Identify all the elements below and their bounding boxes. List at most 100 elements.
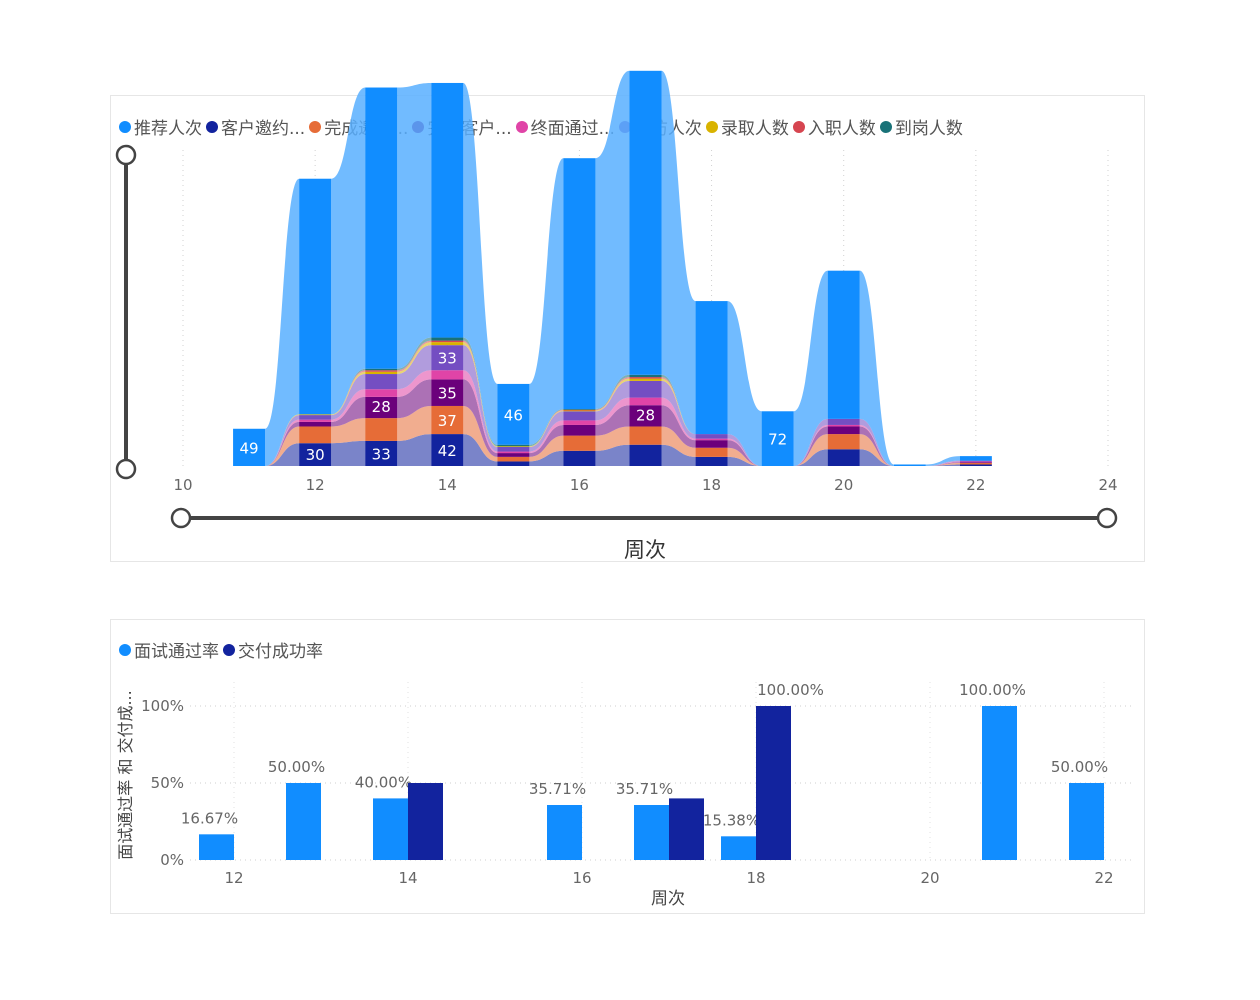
bar-segment[interactable]: [827, 418, 860, 425]
bar-segment[interactable]: [563, 424, 596, 436]
bar-segment[interactable]: [497, 447, 530, 452]
bar-segment[interactable]: [695, 447, 728, 457]
bar-交付成功率[interactable]: [408, 783, 443, 860]
bar-segment[interactable]: [299, 178, 332, 415]
bar-segment[interactable]: [497, 461, 530, 466]
bar-segment[interactable]: [365, 418, 398, 441]
bar-segment[interactable]: [431, 379, 464, 406]
bar-segment[interactable]: [299, 419, 332, 422]
bar-segment[interactable]: [827, 434, 860, 450]
x-range-slider-handle[interactable]: [1096, 507, 1118, 529]
bar-面试通过率[interactable]: [199, 834, 234, 860]
bar-segment[interactable]: [695, 456, 728, 466]
bar-segment[interactable]: [431, 342, 464, 346]
bar-segment[interactable]: [827, 424, 860, 427]
bar-segment[interactable]: [563, 409, 596, 410]
bar-segment[interactable]: [563, 420, 596, 425]
bar-segment[interactable]: [959, 464, 992, 466]
bar-data-label: 100.00%: [959, 681, 1026, 699]
bar-segment[interactable]: [959, 456, 992, 461]
bar-segment[interactable]: [365, 368, 398, 371]
top_chart-legend-item[interactable]: 推荐人次: [119, 114, 202, 139]
bar-交付成功率[interactable]: [669, 798, 704, 860]
bar-segment[interactable]: [959, 461, 992, 463]
bar-segment[interactable]: [431, 370, 464, 380]
bar-segment[interactable]: [365, 371, 398, 375]
bar-segment[interactable]: [629, 426, 662, 445]
bar-segment[interactable]: [431, 345, 464, 371]
bar-segment[interactable]: [431, 337, 464, 341]
x-range-slider-handle[interactable]: [170, 507, 192, 529]
bar-segment[interactable]: [563, 409, 596, 411]
bar-segment[interactable]: [365, 389, 398, 397]
bar-segment[interactable]: [959, 462, 992, 463]
y-range-slider-handle[interactable]: [115, 144, 137, 166]
bar-segment[interactable]: [431, 405, 464, 435]
bar-segment[interactable]: [695, 438, 728, 441]
bar-segment[interactable]: [497, 451, 530, 454]
bar-segment[interactable]: [431, 340, 464, 343]
bar-面试通过率[interactable]: [634, 805, 669, 860]
bar-segment[interactable]: [233, 428, 266, 466]
ribbon-完成客户...: [595, 405, 630, 436]
bar-segment[interactable]: [629, 378, 662, 381]
bar-segment[interactable]: [497, 444, 530, 447]
bar-segment[interactable]: [827, 449, 860, 466]
bottom_chart-legend-item[interactable]: 面试通过率: [119, 637, 219, 662]
bar-segment[interactable]: [365, 87, 398, 369]
bar-segment[interactable]: [431, 82, 464, 338]
bar-面试通过率[interactable]: [982, 706, 1017, 860]
top_chart-legend-item[interactable]: 到岗人数: [879, 114, 963, 139]
bar-segment[interactable]: [695, 434, 728, 439]
bar-segment[interactable]: [365, 396, 398, 419]
bar-segment[interactable]: [563, 410, 596, 412]
bar-segment[interactable]: [365, 440, 398, 466]
ribbon-推荐人次: [859, 270, 894, 466]
bar-segment[interactable]: [563, 450, 596, 466]
bar-segment[interactable]: [629, 405, 662, 427]
top_chart-legend-item[interactable]: 终面通过...: [515, 114, 615, 139]
top_chart-legend-item[interactable]: 入职人数: [792, 114, 876, 139]
bar-面试通过率[interactable]: [1069, 783, 1104, 860]
bar-面试通过率[interactable]: [721, 836, 756, 860]
data-label: 49: [240, 439, 259, 457]
bar-面试通过率[interactable]: [373, 798, 408, 860]
bar-segment[interactable]: [893, 464, 926, 466]
bar-segment[interactable]: [827, 426, 860, 435]
bar-segment[interactable]: [299, 443, 332, 466]
bar-交付成功率[interactable]: [756, 706, 791, 860]
bar-segment[interactable]: [695, 440, 728, 448]
bar-segment[interactable]: [299, 415, 332, 420]
bar-segment[interactable]: [497, 456, 530, 462]
bar-segment[interactable]: [497, 453, 530, 457]
y-range-slider-handle[interactable]: [115, 458, 137, 480]
top_chart-legend-item[interactable]: 客户邀约...: [206, 114, 305, 139]
bar-segment[interactable]: [497, 383, 530, 445]
bar-segment[interactable]: [761, 411, 794, 466]
top_chart-legend-item[interactable]: 录取人数: [705, 114, 789, 139]
bottom_chart-legend-item[interactable]: 交付成功率: [223, 637, 323, 662]
bar-segment[interactable]: [827, 270, 860, 419]
bar-segment[interactable]: [563, 411, 596, 421]
bar-面试通过率[interactable]: [547, 805, 582, 860]
bar-segment[interactable]: [629, 444, 662, 466]
bar-segment[interactable]: [365, 374, 398, 390]
bar-segment[interactable]: [959, 460, 992, 462]
bar-segment[interactable]: [629, 397, 662, 406]
bar-segment[interactable]: [629, 380, 662, 398]
bar-segment[interactable]: [563, 158, 596, 409]
bar-面试通过率[interactable]: [286, 783, 321, 860]
bar-segment[interactable]: [563, 435, 596, 451]
bar-segment[interactable]: [299, 421, 332, 427]
bar-segment[interactable]: [299, 426, 332, 444]
bar-segment[interactable]: [629, 377, 662, 379]
bar-segment[interactable]: [959, 462, 992, 465]
bar-segment[interactable]: [629, 374, 662, 378]
bar-segment[interactable]: [497, 446, 530, 447]
bar-segment[interactable]: [695, 301, 728, 435]
bar-segment[interactable]: [431, 434, 464, 466]
bar-segment[interactable]: [629, 70, 662, 375]
bar-segment[interactable]: [299, 414, 332, 416]
bar-segment[interactable]: [365, 370, 398, 372]
